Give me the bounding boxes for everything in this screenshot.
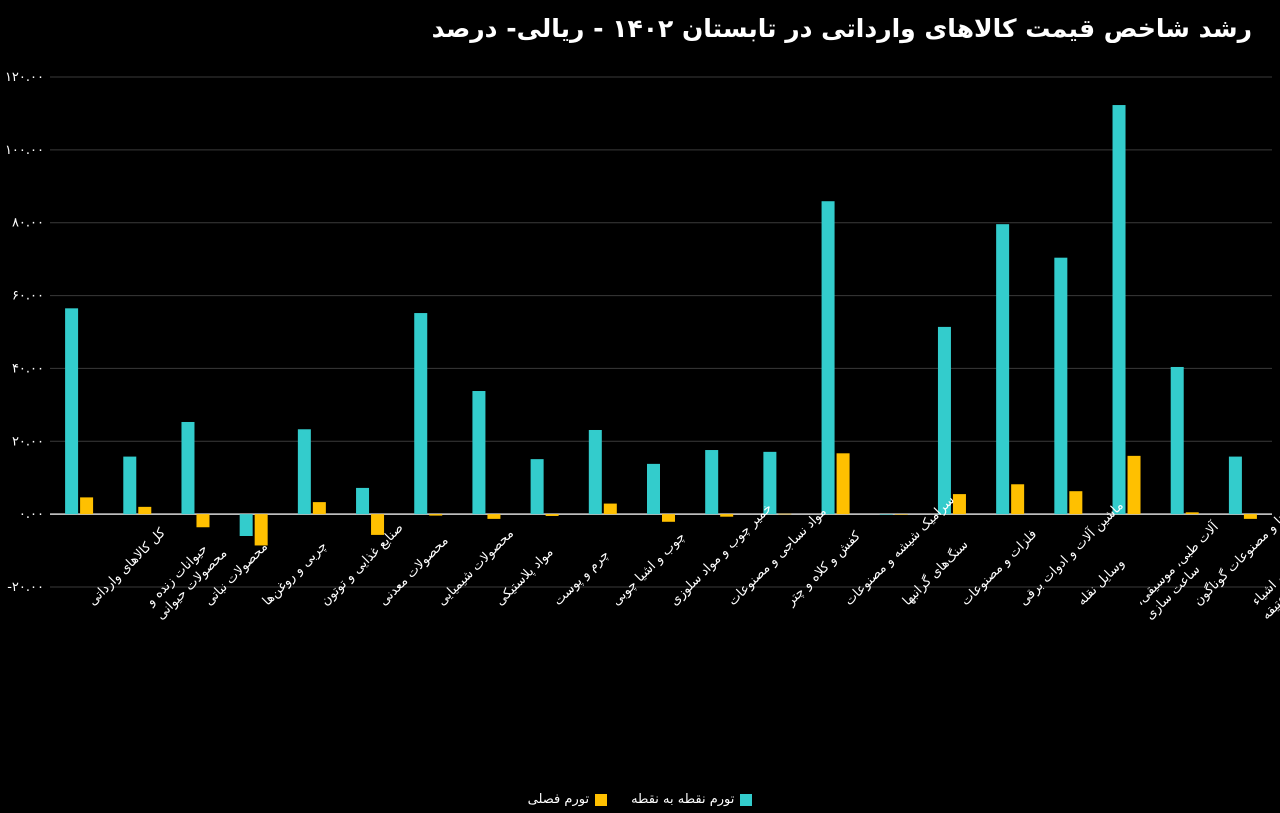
- legend-swatch-seasonal: [595, 793, 608, 806]
- category-label: وسایل نقله: [1075, 556, 1128, 609]
- category-label-line: سرامیک شیشه و مصنوعات: [842, 493, 958, 609]
- bar-seasonal: [138, 506, 152, 515]
- y-tick-label: ۰.۰۰: [19, 507, 44, 522]
- category-label: سرامیک شیشه و مصنوعات: [842, 493, 958, 609]
- bar-point-to-point: [1228, 456, 1242, 515]
- category-label-line: چرم و پوست: [551, 547, 612, 608]
- category-label-line: خمیر چوب و مواد سلوزی: [667, 501, 775, 609]
- legend-swatch-point-to-point: [740, 793, 753, 806]
- category-label: مواد پلاستیکی: [493, 545, 557, 609]
- category-label: چرم و پوست: [551, 547, 612, 608]
- bar-point-to-point: [879, 514, 893, 515]
- bar-point-to-point: [821, 201, 835, 515]
- bar-seasonal: [429, 514, 443, 516]
- bar-seasonal: [80, 497, 94, 515]
- bar-point-to-point: [937, 326, 951, 515]
- bar-seasonal: [371, 514, 385, 535]
- bar-point-to-point: [414, 313, 428, 515]
- category-label-line: وسایل نقله: [1075, 556, 1128, 609]
- bar-seasonal: [254, 514, 268, 546]
- y-tick-label: ۱۰۰.۰۰: [5, 143, 44, 158]
- bar-point-to-point: [647, 463, 660, 515]
- bar-point-to-point: [239, 514, 253, 536]
- y-tick-label: ۲۰.۰۰: [12, 434, 44, 449]
- bar-point-to-point: [1054, 257, 1068, 515]
- bar-seasonal: [603, 503, 617, 515]
- bar-seasonal: [196, 514, 210, 528]
- bar-point-to-point: [472, 391, 486, 515]
- legend-label-seasonal: تورم فصلی: [527, 792, 590, 807]
- bar-point-to-point: [65, 308, 79, 515]
- bar-point-to-point: [996, 224, 1010, 515]
- bars: [65, 105, 1257, 546]
- bar-point-to-point: [705, 450, 719, 515]
- legend-item-point-to-point: تورم نقطه به نقطه: [631, 792, 753, 807]
- bar-seasonal: [662, 514, 675, 522]
- y-tick-label: -۲۰.۰۰: [7, 580, 44, 595]
- y-tick-label: ۴۰.۰۰: [12, 361, 44, 376]
- bar-seasonal: [1069, 491, 1083, 515]
- y-tick-label: ۱۲۰.۰۰: [5, 70, 44, 85]
- bar-seasonal: [952, 494, 966, 515]
- bar-seasonal: [312, 502, 326, 515]
- legend-item-seasonal: تورم فصلی: [527, 792, 608, 807]
- y-axis-ticks: -۲۰.۰۰ ۰.۰۰ ۲۰.۰۰ ۴۰.۰۰ ۶۰.۰۰ ۸۰.۰۰ ۱۰۰.۰۰ ۱۲۰.…: [5, 70, 44, 595]
- category-label: خمیر چوب و مواد سلوزی: [667, 501, 775, 609]
- category-label: مواد نساجی و مصنوعات: [725, 504, 829, 608]
- chart-title: رشد شاخص قیمت کالاهای وارداتی در تابستان…: [431, 14, 1252, 43]
- category-label-line: مواد نساجی و مصنوعات: [725, 504, 829, 608]
- bar-point-to-point: [181, 421, 195, 515]
- bar-seasonal: [487, 514, 501, 519]
- legend-label-point-to-point: تورم نقطه به نقطه: [631, 792, 735, 807]
- bar-point-to-point: [763, 451, 777, 515]
- bar-seasonal: [778, 513, 792, 515]
- bar-seasonal: [720, 514, 734, 517]
- y-tick-label: ۶۰.۰۰: [12, 289, 44, 304]
- bar-point-to-point: [297, 429, 311, 515]
- bar-seasonal: [1011, 484, 1025, 515]
- bar-point-to-point: [530, 459, 544, 515]
- y-tick-label: ۸۰.۰۰: [12, 216, 44, 231]
- gridlines: [50, 76, 1272, 588]
- legend: تورم نقطه به نقطه تورم فصلی: [0, 792, 1280, 807]
- category-label-line: مواد پلاستیکی: [493, 545, 557, 609]
- bar-seasonal: [894, 514, 908, 515]
- bar-seasonal: [1127, 455, 1141, 515]
- bar-seasonal: [1185, 512, 1199, 515]
- bar-point-to-point: [1170, 366, 1184, 515]
- bar-point-to-point: [1112, 105, 1126, 515]
- bar-seasonal: [836, 453, 850, 515]
- bar-point-to-point: [588, 429, 602, 515]
- bar-seasonal: [1243, 514, 1257, 519]
- bar-point-to-point: [356, 487, 370, 515]
- bar-point-to-point: [123, 456, 137, 515]
- bar-seasonal: [545, 514, 559, 516]
